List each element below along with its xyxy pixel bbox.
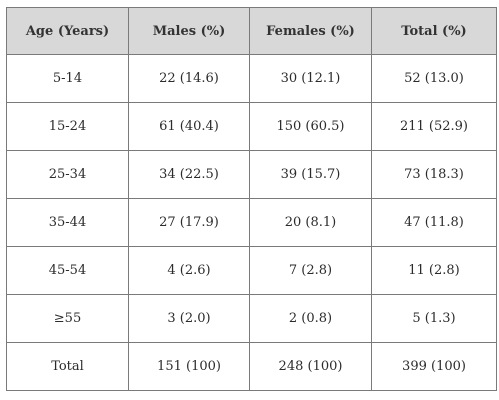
cell-age: 25-34: [6, 150, 129, 199]
cell-age: Total: [6, 342, 129, 391]
table-total-row: Total 151 (100) 248 (100) 399 (100): [6, 342, 497, 391]
cell-total: 11 (2.8): [371, 246, 497, 295]
cell-total: 211 (52.9): [371, 102, 497, 151]
header-age: Age (Years): [6, 7, 129, 55]
cell-age: 15-24: [6, 102, 129, 151]
table-row: 15-24 61 (40.4) 150 (60.5) 211 (52.9): [6, 102, 497, 151]
cell-total: 52 (13.0): [371, 54, 497, 103]
header-row: Age (Years) Males (%) Females (%) Total …: [6, 7, 497, 55]
table-row: 5-14 22 (14.6) 30 (12.1) 52 (13.0): [6, 54, 497, 103]
cell-males: 22 (14.6): [128, 54, 250, 103]
cell-females: 7 (2.8): [249, 246, 372, 295]
cell-males: 3 (2.0): [128, 294, 250, 343]
cell-females: 248 (100): [249, 342, 372, 391]
header-females: Females (%): [249, 7, 372, 55]
cell-males: 27 (17.9): [128, 198, 250, 247]
cell-age: 5-14: [6, 54, 129, 103]
header-total: Total (%): [371, 7, 497, 55]
table-row: 35-44 27 (17.9) 20 (8.1) 47 (11.8): [6, 198, 497, 247]
cell-males: 34 (22.5): [128, 150, 250, 199]
header-males: Males (%): [128, 7, 250, 55]
cell-males: 61 (40.4): [128, 102, 250, 151]
table-row: ≥55 3 (2.0) 2 (0.8) 5 (1.3): [6, 294, 497, 343]
age-sex-distribution-table: Age (Years) Males (%) Females (%) Total …: [6, 7, 497, 391]
cell-age: 45-54: [6, 246, 129, 295]
cell-females: 39 (15.7): [249, 150, 372, 199]
cell-total: 399 (100): [371, 342, 497, 391]
cell-total: 73 (18.3): [371, 150, 497, 199]
table-body: 5-14 22 (14.6) 30 (12.1) 52 (13.0) 15-24…: [6, 54, 497, 391]
table-row: 25-34 34 (22.5) 39 (15.7) 73 (18.3): [6, 150, 497, 199]
table-header: Age (Years) Males (%) Females (%) Total …: [6, 7, 497, 55]
table-row: 45-54 4 (2.6) 7 (2.8) 11 (2.8): [6, 246, 497, 295]
cell-total: 5 (1.3): [371, 294, 497, 343]
cell-age: ≥55: [6, 294, 129, 343]
cell-females: 150 (60.5): [249, 102, 372, 151]
cell-age: 35-44: [6, 198, 129, 247]
cell-females: 2 (0.8): [249, 294, 372, 343]
cell-males: 151 (100): [128, 342, 250, 391]
cell-total: 47 (11.8): [371, 198, 497, 247]
cell-females: 20 (8.1): [249, 198, 372, 247]
cell-females: 30 (12.1): [249, 54, 372, 103]
cell-males: 4 (2.6): [128, 246, 250, 295]
